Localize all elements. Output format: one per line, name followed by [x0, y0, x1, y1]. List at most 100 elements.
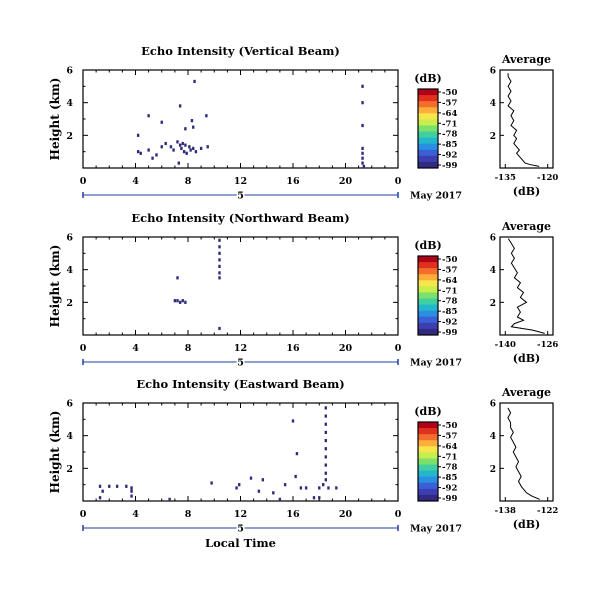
main-plot-frame: [82, 69, 399, 169]
colorbar-segment: [418, 322, 438, 330]
echo-cell: [324, 438, 328, 443]
colorbar-segment: [418, 149, 438, 157]
avg-x-tick-label: -135: [495, 173, 516, 183]
x-tick-label: 0: [395, 176, 402, 187]
echo-cell: [218, 238, 221, 242]
echo-cell: [206, 145, 209, 149]
colorbar-tick-label: -92: [442, 151, 457, 161]
echo-cell: [188, 145, 191, 149]
colorbar-tick-label: -71: [442, 286, 457, 296]
echo-cell: [182, 150, 186, 154]
colorbar-tick-label: -85: [442, 140, 457, 150]
avg-x-tick-label: -140: [495, 340, 516, 350]
colorbar-segment: [418, 125, 438, 133]
x-tick-label: 12: [234, 509, 247, 520]
colorbar-segment: [418, 262, 438, 269]
colorbar-segment: [418, 286, 438, 293]
colorbar-segment: [418, 143, 438, 151]
echo-cell: [181, 141, 184, 146]
echo-cells: [173, 238, 221, 331]
main-plot-frame: [82, 236, 399, 336]
y-axis-label: Height (km): [48, 78, 62, 161]
echo-cell: [237, 483, 241, 487]
y-tick-label: 2: [66, 131, 73, 142]
colorbar-tick-label: -99: [442, 494, 457, 504]
colorbar-segment: [418, 328, 438, 336]
colorbar-tick-label: -57: [442, 431, 457, 441]
echo-cell: [139, 151, 142, 155]
echo-cell: [312, 496, 316, 500]
echo-cells: [136, 79, 366, 168]
colorbar-tick-label: -99: [442, 161, 457, 171]
echo-cell: [155, 153, 158, 157]
colorbar-segment: [418, 488, 438, 496]
echo-cell: [218, 245, 221, 249]
day-marker-label: 5: [237, 358, 244, 369]
echo-cell: [173, 299, 177, 303]
echo-cell: [362, 164, 366, 168]
echo-cell: [101, 489, 104, 493]
avg-x-tick-label: -138: [495, 506, 516, 516]
average-frame: [499, 236, 554, 336]
y-tick-label: 2: [66, 298, 73, 309]
echo-cell: [361, 161, 364, 165]
echo-cell: [218, 271, 221, 275]
y-tick-label: 4: [66, 98, 73, 109]
colorbar-segment: [418, 298, 438, 306]
date-label: May 2017: [410, 191, 462, 202]
colorbar-segment: [418, 131, 438, 139]
echo-cell: [361, 123, 364, 128]
echo-cell: [324, 422, 328, 426]
y-tick-label: 2: [66, 464, 73, 475]
x-tick-label: 0: [80, 176, 87, 187]
avg-x-tick-label: -120: [537, 173, 558, 183]
echo-cell: [199, 146, 203, 150]
echo-cell: [272, 491, 275, 495]
colorbar-tick-label: -92: [442, 484, 457, 494]
colorbar-segment: [418, 452, 438, 459]
colorbar-frame: [417, 255, 439, 336]
echo-cell: [180, 146, 183, 150]
echo-cell: [164, 141, 167, 146]
echo-cell: [283, 483, 287, 487]
echo-cell: [299, 486, 303, 490]
echo-cell: [304, 486, 308, 490]
colorbar-tick-label: -64: [442, 276, 457, 286]
echo-cell: [327, 486, 330, 490]
echo-cell: [177, 161, 181, 165]
colorbar-segment: [418, 101, 438, 108]
x-tick-label: 0: [80, 509, 87, 520]
echo-cell: [324, 471, 328, 475]
average-profile-line: [507, 73, 540, 167]
avg-x-tick-label: -126: [537, 340, 558, 350]
colorbar-tick-label: -92: [442, 318, 457, 328]
average-profile-line: [507, 238, 545, 334]
echo-cell: [192, 125, 195, 129]
colorbar-tick-label: -50: [442, 421, 457, 431]
echo-cell: [192, 146, 195, 150]
x-axis-label: Local Time: [205, 536, 276, 550]
echo-cell: [184, 143, 187, 147]
avg-y-tick-label: 2: [490, 132, 496, 142]
echo-cell: [184, 300, 187, 304]
colorbar-segment: [418, 161, 438, 169]
day-marker-label: 5: [237, 524, 244, 535]
echo-cell: [136, 133, 140, 137]
x-tick-label: 12: [234, 343, 247, 354]
echo-cell: [235, 486, 238, 490]
panel-title: Echo Intensity (Eastward Beam): [136, 377, 344, 391]
echo-cell: [257, 489, 261, 493]
echo-cell: [130, 494, 133, 498]
colorbar-segment: [418, 434, 438, 441]
colorbar-segment: [418, 268, 438, 275]
colorbar-segment: [418, 119, 438, 126]
colorbar-segment: [418, 256, 438, 263]
echo-cell: [115, 484, 119, 488]
echo-cell: [361, 84, 364, 88]
x-tick-label: 4: [132, 343, 139, 354]
avg-y-tick-label: 4: [490, 266, 496, 276]
avg-y-tick-label: 2: [490, 465, 496, 475]
colorbar-unit: (dB): [414, 405, 441, 418]
avg-y-tick-label: 6: [490, 400, 496, 410]
colorbar-frame: [417, 88, 439, 169]
